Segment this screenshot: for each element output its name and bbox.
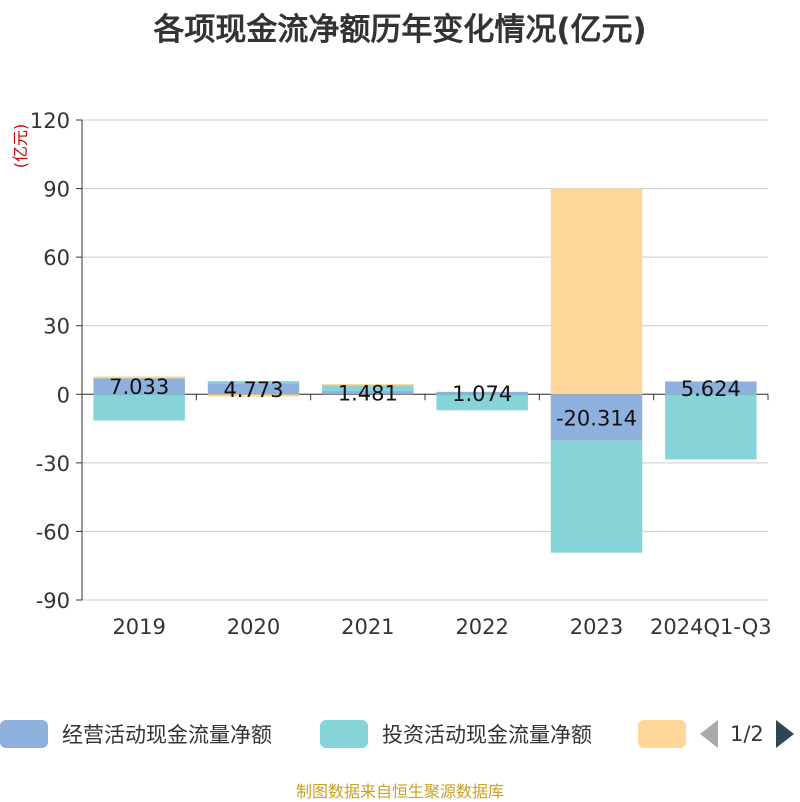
grid-lines [82,119,768,601]
bar-s0-2023 [550,394,643,441]
x-tick-label-2024Q1-Q3: 2024Q1-Q3 [650,615,772,639]
data-label-2019: 7.033 [109,375,169,399]
data-labels: 7.033 4.773 1.481 1.074 -20.314 5.624 [109,375,741,430]
legend-pager: 1/2 [700,719,794,749]
bar-s1-2023 [550,440,643,553]
data-label-2022: 1.074 [452,382,512,406]
axes: 120 90 60 30 0 -30 -60 -90 2019 2020 2021 2022 2023 2… [30,109,772,639]
x-tick-label-2019: 2019 [112,615,165,639]
bar-s2-2019 [93,376,185,379]
legend-label-investing: 投资活动现金流量净额 [382,723,592,747]
bar-s2-2020 [207,394,300,397]
y-tick-label-2: 60 [43,246,70,270]
legend-swatch-operating [0,720,48,748]
bar-s2-2021 [322,384,414,386]
bar-s0-2021 [322,390,414,395]
legend-label-operating: 经营活动现金流量净额 [62,723,272,747]
bar-s1-2024Q1-Q3 [665,394,757,460]
bar-s0-2024Q1-Q3 [665,381,757,395]
x-tick-label-2021: 2021 [341,615,394,639]
data-label-2023: -20.314 [556,407,637,431]
legend-swatch-financing [638,720,686,748]
legend-item-operating[interactable]: 经营活动现金流量净额 [0,719,272,749]
x-tick-label-2022: 2022 [455,615,508,639]
bar-s1-2020 [207,381,300,384]
bars [93,188,757,553]
y-axis-label: (亿元) [11,124,30,169]
data-source: 制图数据来自恒生聚源数据库 [295,782,504,801]
bar-s1-2019 [93,394,185,421]
bar-s2-2023 [550,188,643,395]
bar-s0-2020 [207,383,300,395]
chart-title: 各项现金流净额历年变化情况(亿元) [153,12,647,48]
bar-s1-2022 [436,394,528,411]
data-label-2024Q1-Q3: 5.624 [681,377,741,401]
x-tick-label-2023: 2023 [570,615,623,639]
bar-s1-2021 [322,385,414,391]
y-tick-label-0: 120 [30,109,70,133]
y-tick-label-6: -60 [36,520,70,544]
pager-next-icon[interactable] [775,720,794,748]
legend: 经营活动现金流量净额 投资活动现金流量净额 1/2 [0,715,800,755]
y-tick-label-7: -90 [36,589,70,613]
x-tick-label-2020: 2020 [227,615,280,639]
data-label-2021: 1.481 [338,382,398,406]
legend-item-financing[interactable] [638,719,686,749]
y-tick-label-3: 30 [43,315,70,339]
bar-s0-2019 [93,378,185,395]
y-tick-label-4: 0 [57,383,70,407]
legend-swatch-investing [320,720,368,748]
y-tick-label-5: -30 [36,452,70,476]
data-label-2020: 4.773 [223,378,283,402]
y-tick-label-1: 90 [43,178,70,202]
legend-item-investing[interactable]: 投资活动现金流量净额 [320,719,592,749]
bar-s0-2022 [436,391,528,395]
pager-indicator: 1/2 [730,722,764,746]
pager-prev-icon[interactable] [700,720,718,748]
